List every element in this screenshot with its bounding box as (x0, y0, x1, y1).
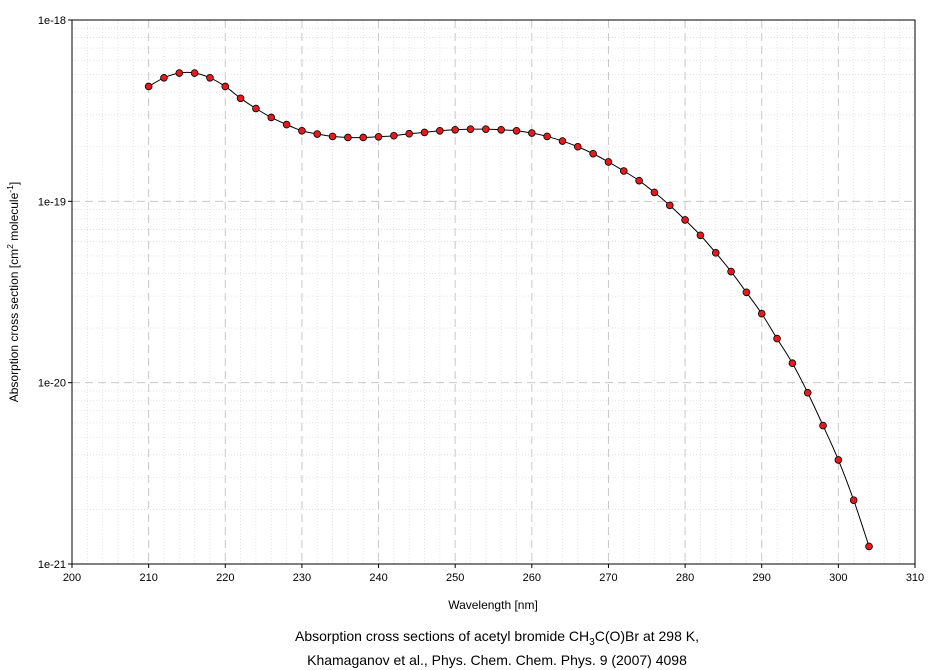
plot-frame (71, 19, 916, 565)
data-point (206, 74, 214, 82)
x-tick-label: 240 (369, 572, 387, 584)
x-tick-label: 220 (216, 572, 234, 584)
data-point (482, 125, 490, 133)
x-axis-label: Wavelength [nm] (448, 598, 538, 612)
data-point (175, 69, 184, 77)
x-tick-label: 210 (139, 572, 157, 584)
data-point (190, 69, 199, 77)
data-point (497, 126, 505, 134)
data-point (420, 128, 429, 137)
data-point (451, 126, 459, 134)
data-point (589, 149, 597, 158)
data-point (573, 142, 582, 151)
data-point (619, 167, 628, 175)
data-point (834, 456, 843, 464)
data-point (298, 126, 306, 135)
x-tick-label: 270 (599, 572, 617, 584)
data-point (696, 231, 705, 240)
data-point (221, 82, 230, 91)
data-point (773, 334, 781, 343)
data-point (252, 104, 260, 113)
x-tick-label: 250 (446, 572, 464, 584)
data-point (819, 421, 827, 430)
plot-area (72, 20, 915, 564)
data-point (282, 120, 291, 129)
data-point (665, 201, 674, 210)
x-tick-label: 300 (829, 572, 847, 584)
data-point (849, 496, 858, 504)
data-point (359, 133, 368, 142)
x-tick-label: 230 (293, 572, 311, 584)
data-point (558, 137, 567, 145)
y-axis-label: Absorption cross section [cm2 molecule-1… (5, 182, 21, 403)
data-point (313, 130, 322, 138)
x-tick-label: 310 (906, 572, 924, 584)
data-point (757, 309, 766, 318)
data-point (436, 126, 444, 135)
data-point (543, 132, 551, 141)
data-point (466, 125, 475, 133)
data-point (788, 359, 797, 368)
y-tick-label: 1e-18 (38, 15, 66, 27)
x-tick-label: 260 (523, 572, 541, 584)
y-tick-label: 1e-20 (38, 378, 66, 390)
y-tick-label: 1e-21 (38, 559, 66, 571)
data-point (344, 133, 352, 142)
data-point (390, 131, 398, 140)
data-point (160, 74, 168, 82)
data-point (512, 126, 521, 135)
axis-ticks: 200 210 220 230 240 250 260 270 280 290 300 310 1e-2… (38, 15, 924, 584)
data-point (144, 82, 153, 91)
x-tick-label: 280 (676, 572, 694, 584)
data-point (865, 542, 873, 551)
data-point (711, 249, 720, 257)
grid (72, 20, 915, 564)
chart-caption-line-1: Absorption cross sections of acetyl brom… (295, 628, 699, 648)
data-point (405, 129, 414, 138)
data-point (528, 129, 536, 137)
x-tick-label: 290 (753, 572, 771, 584)
data-point (742, 288, 751, 297)
chart-caption-line-2: Khamaganov et al., Phys. Chem. Chem. Phy… (307, 652, 687, 668)
data-point (236, 94, 245, 103)
data-point (604, 158, 613, 166)
data-point (374, 132, 383, 141)
data-point (267, 113, 276, 122)
data-point (328, 132, 337, 141)
data-point (681, 216, 689, 224)
data-point (727, 267, 735, 276)
data-point (650, 188, 659, 197)
data-point (635, 176, 643, 185)
data-point (803, 388, 812, 397)
y-tick-label: 1e-19 (38, 196, 66, 208)
x-tick-label: 200 (63, 572, 81, 584)
data-series (144, 69, 873, 551)
